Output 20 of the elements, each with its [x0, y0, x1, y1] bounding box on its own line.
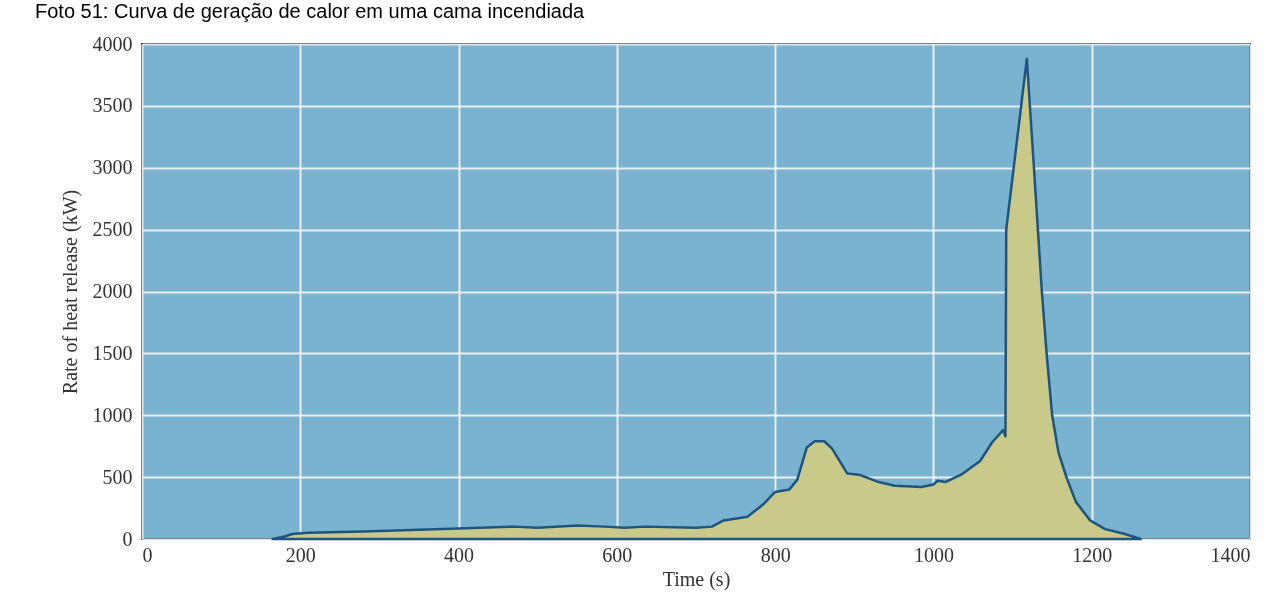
- y-tick-label: 2500: [92, 218, 133, 241]
- x-tick-label: 0: [142, 543, 153, 566]
- y-tick-label: 3000: [92, 156, 133, 179]
- y-tick-label: 1500: [92, 341, 133, 364]
- x-tick-label: 1200: [1072, 543, 1113, 566]
- x-axis-title: Time (s): [662, 567, 731, 591]
- x-tick-label: 1400: [1210, 543, 1251, 566]
- y-tick-label: 500: [102, 465, 133, 488]
- x-tick-label: 400: [444, 543, 475, 566]
- y-axis-title: Rate of heat release (kW): [58, 189, 82, 395]
- y-tick-label: 1000: [92, 403, 133, 426]
- x-tick-label: 800: [760, 543, 791, 566]
- y-tick-label: 2000: [92, 280, 133, 302]
- y-tick-label: 4000: [92, 32, 133, 55]
- x-tick-label: 600: [602, 543, 633, 566]
- x-tick-label: 200: [285, 543, 316, 566]
- x-tick-label: 1000: [913, 543, 954, 566]
- y-tick-label: 3500: [92, 94, 133, 117]
- y-tick-label: 0: [122, 527, 133, 550]
- chart-title: Foto 51: Curva de geração de calor em uma cama incendiada: [35, 0, 586, 22]
